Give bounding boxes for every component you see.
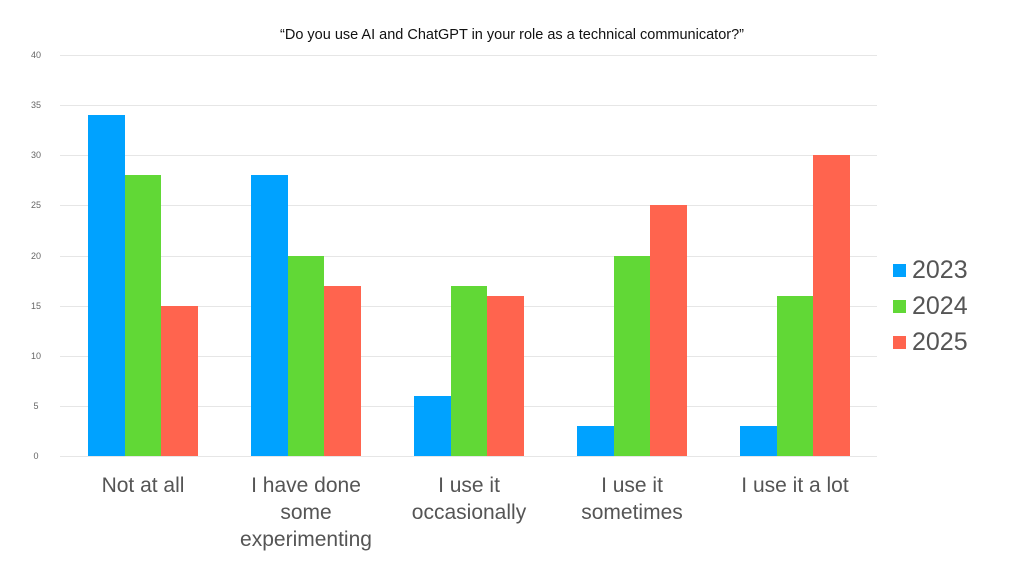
bar-2024 [287,255,325,456]
bar-2023 [251,175,288,456]
gridline [60,155,877,156]
y-tick-label: 0 [33,451,39,461]
legend-swatch-icon [893,263,906,277]
y-tick-label: 10 [30,350,41,361]
bar-2023 [414,395,451,456]
bar-2025 [161,305,198,456]
legend: 2023 2024 2025 [893,252,968,360]
legend-swatch-icon [893,335,906,349]
legend-label: 2024 [912,291,968,320]
legend-item-2024: 2024 [893,288,968,324]
x-category-label: I use it a lot [741,474,849,497]
gridline [60,256,877,257]
bar-2023 [88,115,125,456]
bar-2025 [813,155,850,456]
legend-label: 2025 [912,327,968,356]
bar-2024 [613,255,651,456]
legend-label: 2023 [912,255,968,284]
bar-2024 [450,285,488,456]
x-category-label: I use it sometimes [581,474,683,524]
bar-2025 [324,285,361,456]
gridline [60,456,877,457]
gridline [60,205,877,206]
y-tick-label: 5 [33,400,39,411]
y-tick-label: 35 [30,100,41,111]
y-tick-label: 20 [30,250,41,261]
y-tick-label: 30 [30,150,41,161]
legend-item-2023: 2023 [893,252,968,288]
legend-swatch-icon [893,299,906,313]
y-tick-label: 15 [30,300,41,311]
bar-2024 [776,295,814,456]
chart-title: “Do you use AI and ChatGPT in your role … [280,27,744,43]
bar-2023 [740,425,777,456]
x-category-label: I have done some experimenting [240,474,372,551]
x-category-label: I use it occasionally [411,474,527,524]
bar-2023 [577,425,614,456]
gridline [60,55,877,56]
y-tick-label: 40 [30,50,41,60]
gridline [60,105,877,106]
y-tick-label: 25 [30,200,41,211]
bar-2025 [650,205,687,456]
bar-2025 [487,295,524,456]
legend-item-2025: 2025 [893,324,968,360]
x-category-label: Not at all [101,474,185,497]
bar-2024 [124,175,162,456]
